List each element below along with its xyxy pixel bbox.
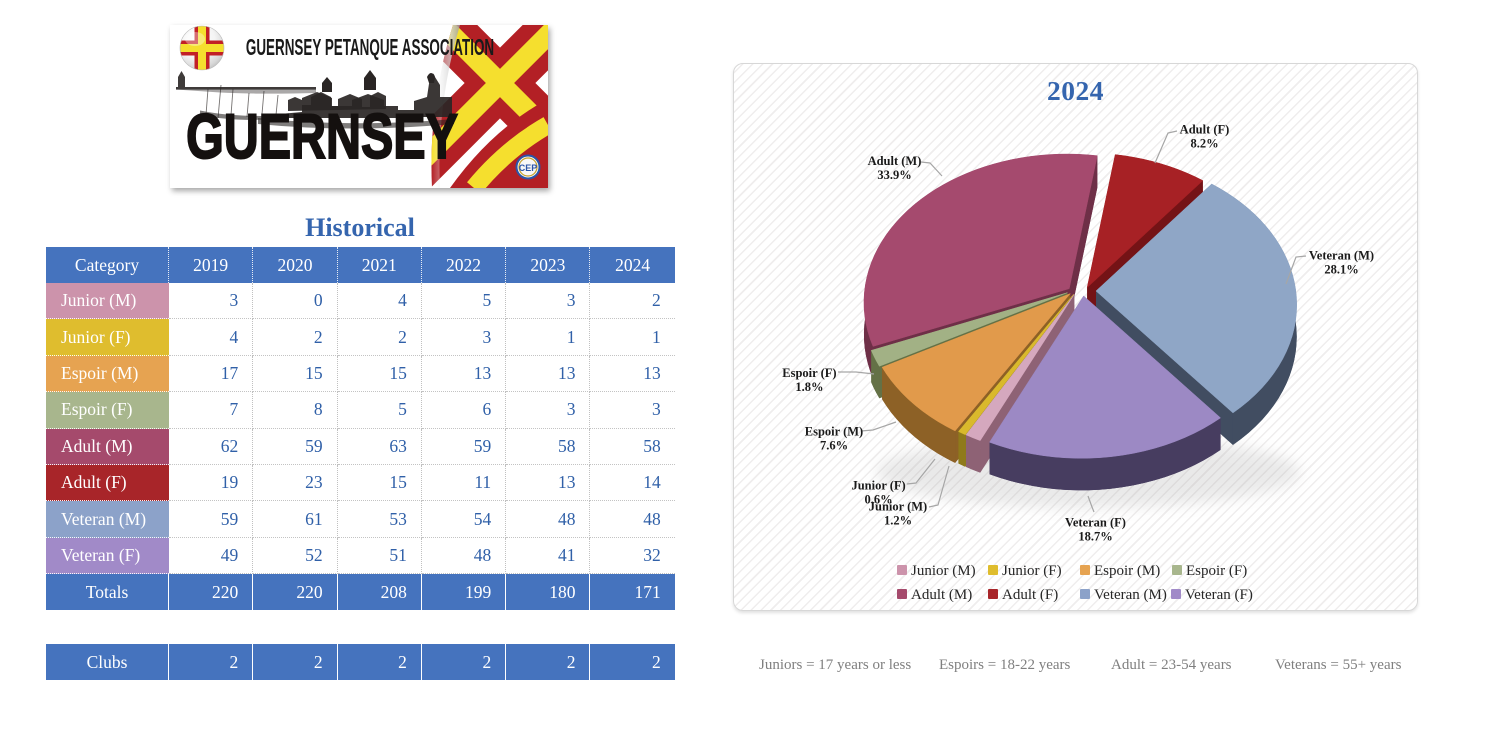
svg-text:Junior (F): Junior (F)	[851, 479, 905, 493]
svg-text:0.6%: 0.6%	[865, 493, 893, 507]
svg-text:1.2%: 1.2%	[884, 514, 912, 528]
svg-text:GUERNSEY: GUERNSEY	[186, 101, 458, 172]
svg-text:Espoir (M): Espoir (M)	[805, 425, 863, 439]
svg-text:Adult (F): Adult (F)	[1180, 123, 1230, 137]
svg-text:33.9%: 33.9%	[877, 168, 911, 182]
svg-text:Junior (M): Junior (M)	[869, 500, 927, 514]
svg-text:CEP: CEP	[519, 163, 538, 173]
svg-text:Veteran (M): Veteran (M)	[1309, 249, 1374, 263]
svg-text:8.2%: 8.2%	[1190, 137, 1218, 151]
svg-text:1.8%: 1.8%	[795, 380, 823, 394]
svg-text:Adult (M): Adult (M)	[868, 154, 922, 168]
svg-text:18.7%: 18.7%	[1078, 530, 1112, 544]
svg-text:Veteran (F): Veteran (F)	[1065, 516, 1126, 530]
svg-text:7.6%: 7.6%	[820, 439, 848, 453]
svg-text:28.1%: 28.1%	[1324, 263, 1358, 277]
svg-text:Espoir (F): Espoir (F)	[782, 366, 836, 380]
svg-text:GUERNSEY PETANQUE ASSOCIATION: GUERNSEY PETANQUE ASSOCIATION	[246, 34, 494, 60]
